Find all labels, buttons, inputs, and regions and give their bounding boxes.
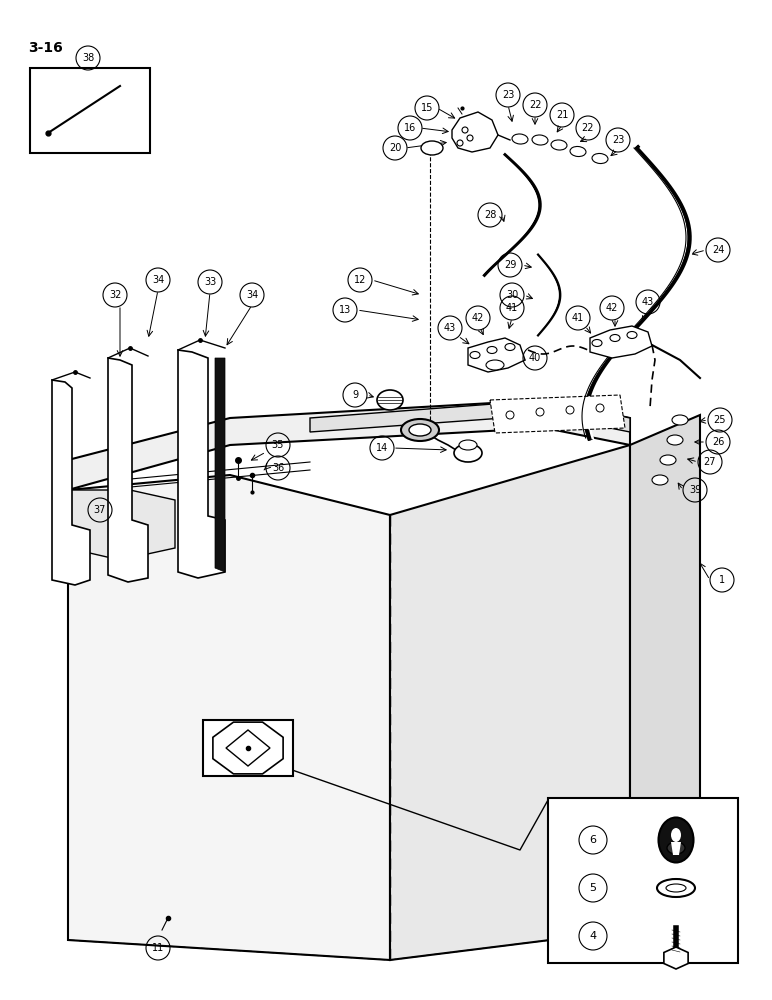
Text: 25: 25	[714, 415, 726, 425]
Ellipse shape	[592, 340, 602, 347]
Text: 41: 41	[506, 303, 518, 313]
Text: 13: 13	[339, 305, 351, 315]
Polygon shape	[68, 475, 390, 960]
Text: 26: 26	[712, 437, 724, 447]
Text: 15: 15	[421, 103, 433, 113]
Text: 6: 6	[590, 835, 597, 845]
Polygon shape	[468, 338, 525, 372]
Text: 4: 4	[590, 931, 597, 941]
Ellipse shape	[409, 424, 431, 436]
Ellipse shape	[660, 455, 676, 465]
Text: 16: 16	[404, 123, 416, 133]
Text: 36: 36	[272, 463, 284, 473]
Ellipse shape	[592, 153, 608, 164]
Polygon shape	[630, 415, 700, 930]
Text: 24: 24	[712, 245, 724, 255]
Polygon shape	[390, 445, 630, 960]
Ellipse shape	[401, 419, 439, 441]
Polygon shape	[452, 112, 498, 152]
Circle shape	[596, 404, 604, 412]
Text: 30: 30	[506, 290, 518, 300]
Polygon shape	[68, 400, 630, 490]
Ellipse shape	[666, 884, 686, 892]
Ellipse shape	[570, 146, 586, 157]
Circle shape	[566, 406, 574, 414]
Text: 22: 22	[582, 123, 594, 133]
Text: 5: 5	[590, 883, 597, 893]
Circle shape	[467, 135, 473, 141]
Ellipse shape	[486, 360, 504, 370]
Text: 42: 42	[472, 313, 484, 323]
Ellipse shape	[512, 134, 528, 144]
Text: 43: 43	[642, 297, 654, 307]
Ellipse shape	[459, 440, 477, 450]
Polygon shape	[108, 358, 148, 582]
Text: 38: 38	[82, 53, 94, 63]
Text: 39: 39	[689, 485, 701, 495]
Text: 29: 29	[504, 260, 516, 270]
Bar	[30, 68, 150, 153]
Text: 22: 22	[529, 100, 541, 110]
Text: 33: 33	[204, 277, 216, 287]
Ellipse shape	[667, 435, 683, 445]
Polygon shape	[226, 730, 270, 766]
Text: 11: 11	[152, 943, 164, 953]
Text: 23: 23	[612, 135, 625, 145]
Polygon shape	[590, 326, 652, 358]
Polygon shape	[215, 358, 225, 572]
Ellipse shape	[487, 347, 497, 354]
Polygon shape	[310, 400, 630, 432]
Ellipse shape	[657, 879, 695, 897]
Ellipse shape	[671, 828, 681, 842]
Ellipse shape	[454, 444, 482, 462]
Circle shape	[536, 408, 544, 416]
Text: 21: 21	[556, 110, 568, 120]
Polygon shape	[490, 395, 625, 433]
Bar	[548, 798, 738, 963]
Text: 23: 23	[502, 90, 514, 100]
Text: 9: 9	[352, 390, 358, 400]
Text: 27: 27	[704, 457, 716, 467]
Text: 3-16: 3-16	[28, 41, 63, 55]
Ellipse shape	[551, 140, 567, 150]
Ellipse shape	[672, 415, 688, 425]
Ellipse shape	[470, 352, 480, 359]
Ellipse shape	[652, 475, 668, 485]
Text: 32: 32	[109, 290, 121, 300]
Text: 37: 37	[94, 505, 107, 515]
Polygon shape	[52, 380, 90, 585]
Circle shape	[457, 140, 463, 146]
Text: 34: 34	[152, 275, 164, 285]
Text: 35: 35	[272, 440, 284, 450]
Ellipse shape	[667, 842, 685, 854]
Text: 1: 1	[719, 575, 725, 585]
Polygon shape	[664, 947, 688, 969]
Text: 41: 41	[572, 313, 584, 323]
Text: 34: 34	[245, 290, 258, 300]
Ellipse shape	[505, 344, 515, 351]
Text: 42: 42	[606, 303, 618, 313]
Circle shape	[462, 127, 468, 133]
Circle shape	[506, 411, 514, 419]
Text: 28: 28	[484, 210, 496, 220]
Text: 40: 40	[529, 353, 541, 363]
Polygon shape	[68, 490, 175, 560]
Ellipse shape	[377, 390, 403, 410]
Polygon shape	[178, 350, 225, 578]
Polygon shape	[213, 722, 283, 774]
Ellipse shape	[627, 332, 637, 338]
Text: 43: 43	[444, 323, 456, 333]
Ellipse shape	[532, 135, 548, 145]
Ellipse shape	[659, 818, 693, 862]
Polygon shape	[671, 842, 681, 855]
Text: 20: 20	[389, 143, 401, 153]
Ellipse shape	[421, 141, 443, 155]
Text: 12: 12	[354, 275, 366, 285]
Polygon shape	[203, 720, 293, 776]
Text: 14: 14	[376, 443, 388, 453]
Ellipse shape	[610, 334, 620, 342]
